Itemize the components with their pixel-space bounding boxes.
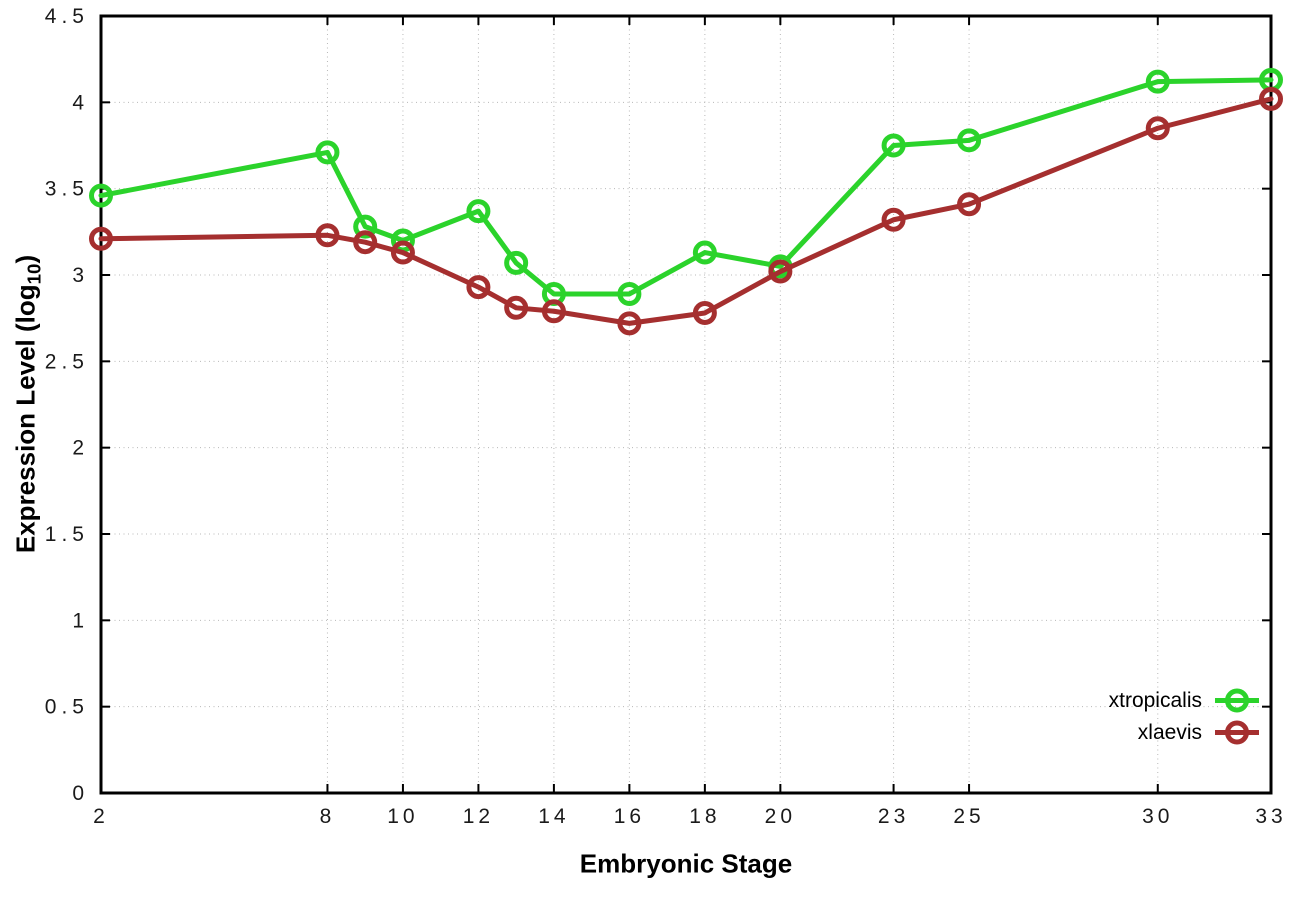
data-point-xlaevis [1259, 86, 1283, 111]
x-tick-label: 12 [463, 805, 494, 828]
data-point-xlaevis [89, 226, 113, 251]
x-tick-label: 14 [538, 805, 569, 828]
x-tick-label: 18 [689, 805, 720, 828]
data-point-xtropicalis [315, 140, 340, 165]
data-point-xlaevis [466, 275, 491, 300]
y-tick-label: 0 [72, 782, 89, 805]
legend-marker-xtropicalis [1215, 688, 1259, 713]
x-tick-label: 30 [1142, 805, 1173, 828]
y-tick-label: 2.5 [45, 350, 89, 373]
data-point-xtropicalis [89, 183, 113, 208]
legend: xtropicalis xlaevis [1109, 687, 1260, 746]
data-point-xlaevis [768, 259, 793, 284]
data-point-xtropicalis [504, 250, 529, 275]
data-point-xtropicalis [466, 199, 491, 224]
data-point-xtropicalis [957, 128, 982, 153]
y-tick-label: 4 [72, 91, 89, 114]
y-tick-label: 1 [72, 609, 89, 632]
x-tick-label: 23 [878, 805, 909, 828]
series-line-xlaevis [98, 96, 1274, 326]
x-tick-label: 33 [1255, 805, 1286, 828]
data-point-xlaevis [504, 295, 529, 320]
data-point-xlaevis [353, 230, 378, 255]
y-tick-label: 3.5 [45, 178, 89, 201]
x-tick-label: 8 [320, 805, 336, 828]
y-axis-title-subscript: 10 [23, 263, 45, 285]
legend-item-xtropicalis: xtropicalis [1109, 687, 1260, 714]
x-tick-label: 25 [953, 805, 984, 828]
x-tick-label: 2 [93, 805, 109, 828]
data-point-xtropicalis [353, 214, 378, 239]
data-point-xtropicalis [1145, 69, 1170, 94]
data-point-xlaevis [881, 207, 906, 232]
y-axis-title-text: Expression Level (log [10, 284, 41, 554]
data-point-xlaevis [617, 311, 642, 336]
y-tick-label: 0.5 [45, 696, 89, 719]
legend-item-xlaevis: xlaevis [1138, 719, 1260, 746]
data-point-xlaevis [957, 192, 982, 217]
y-axis-title: Expression Level (log10) [10, 255, 45, 553]
y-tick-label: 2 [72, 437, 89, 460]
data-point-xlaevis [1145, 116, 1170, 141]
data-point-xtropicalis [692, 240, 717, 265]
y-tick-label: 1.5 [45, 523, 89, 546]
x-tick-label: 10 [387, 805, 418, 828]
series-line-xtropicalis [98, 77, 1274, 297]
x-tick-label: 16 [614, 805, 645, 828]
legend-label-xtropicalis: xtropicalis [1108, 688, 1202, 712]
plot-border [99, 14, 1273, 795]
y-tick-label: 3 [72, 264, 89, 287]
x-axis-title: Embryonic Stage [579, 848, 793, 879]
y-axis-title-close: ) [10, 254, 41, 264]
data-point-xlaevis [541, 299, 566, 324]
data-point-xlaevis [315, 223, 340, 248]
legend-label-xlaevis: xlaevis [1137, 720, 1202, 744]
x-tick-label: 20 [765, 805, 796, 828]
y-tick-label: 4.5 [45, 5, 89, 28]
data-point-xtropicalis [881, 133, 906, 158]
legend-marker-xlaevis [1215, 720, 1259, 745]
data-point-xtropicalis [617, 281, 642, 306]
data-point-xlaevis [390, 240, 415, 265]
data-point-xlaevis [692, 300, 717, 325]
